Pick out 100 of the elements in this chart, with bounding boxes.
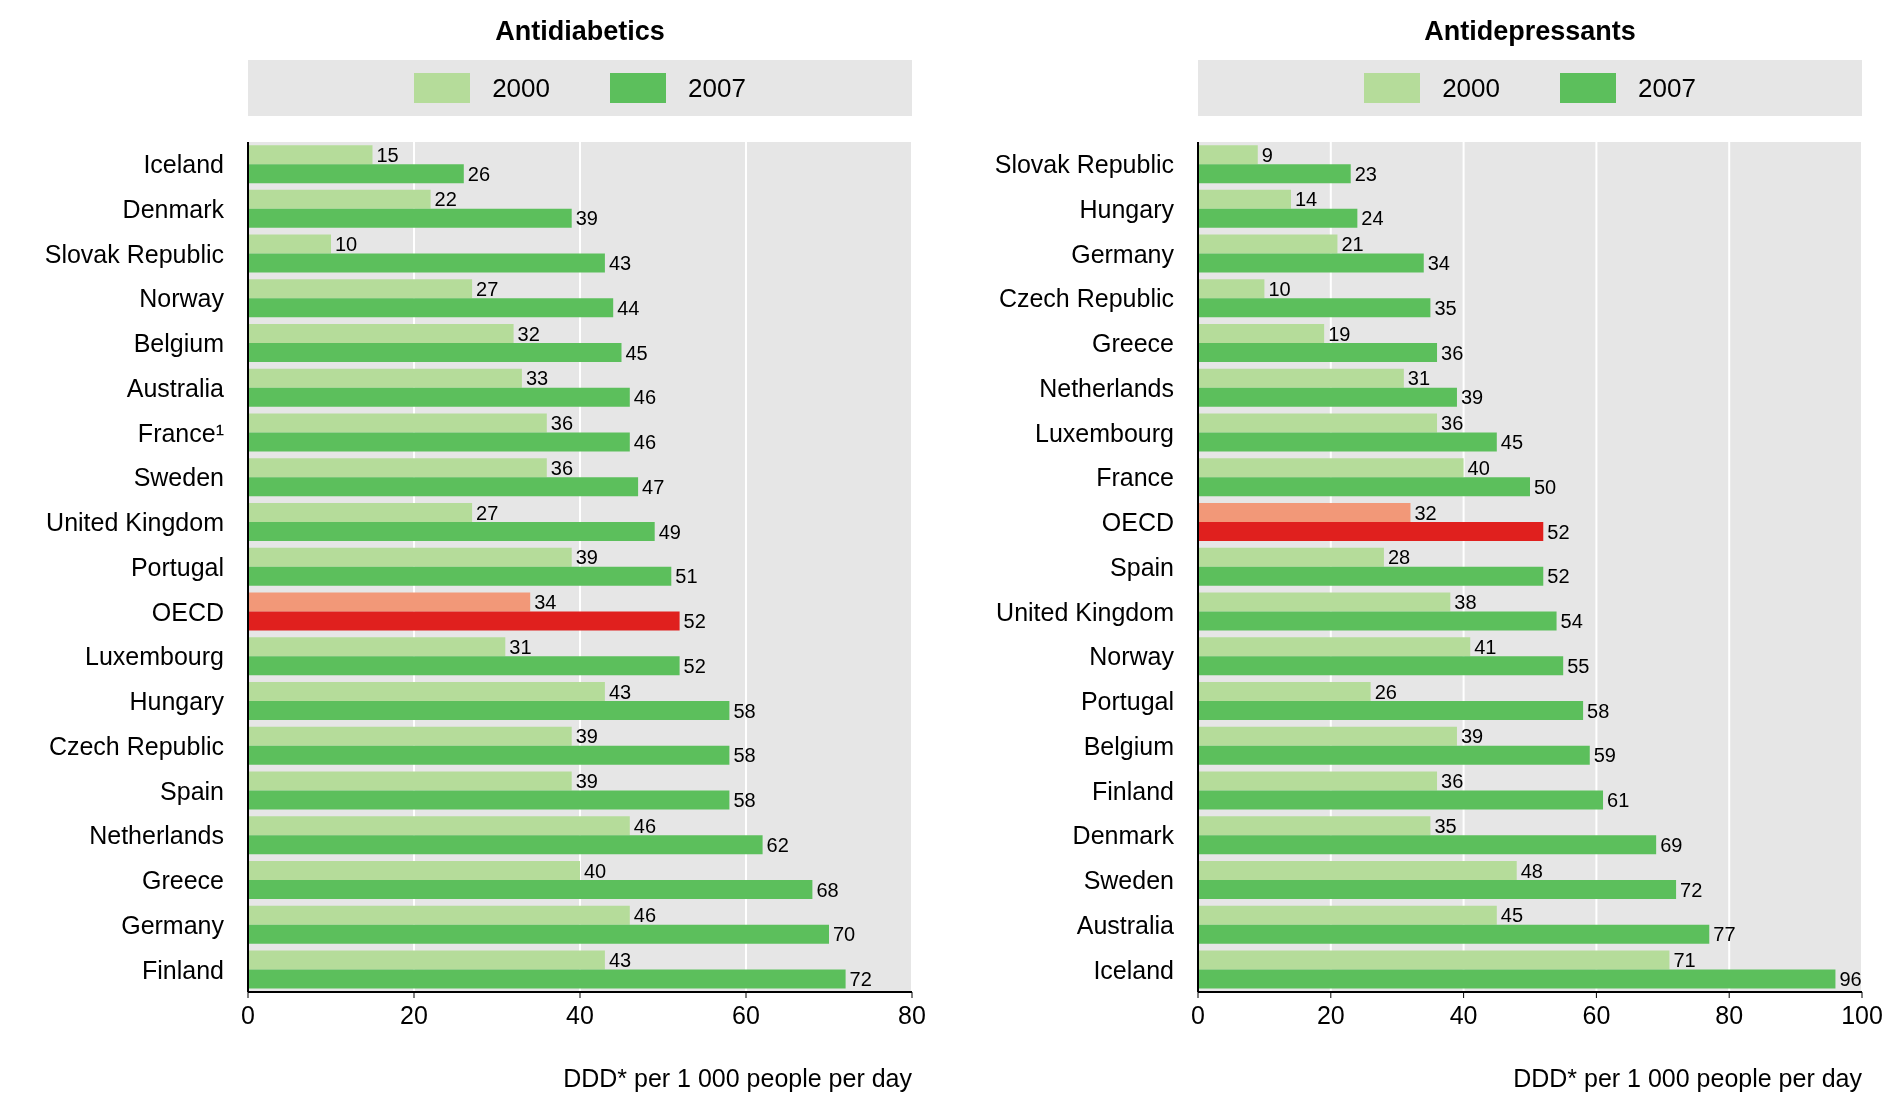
bar (248, 503, 473, 523)
data-label: 27 (476, 277, 499, 300)
data-label: 46 (633, 431, 657, 454)
y-tick-label: United Kingdom (996, 597, 1174, 626)
y-tick-label: Finland (1092, 776, 1174, 805)
legend-label: 2000 (492, 72, 550, 104)
bar (1198, 745, 1590, 765)
data-label: 41 (1474, 635, 1497, 658)
bar (248, 816, 630, 836)
y-tick-label: Hungary (1079, 194, 1175, 223)
bar (248, 879, 813, 899)
bar (1198, 969, 1836, 989)
x-tick-label: 20 (1316, 1000, 1345, 1029)
data-label: 39 (1460, 725, 1484, 748)
data-label: 43 (608, 680, 632, 703)
bar (1198, 324, 1325, 344)
bar (1198, 279, 1265, 299)
data-label: 33 (525, 367, 549, 390)
data-label: 71 (1673, 948, 1696, 971)
data-label: 35 (1434, 296, 1457, 319)
data-label: 31 (1407, 367, 1431, 390)
data-label: 72 (1680, 878, 1703, 901)
y-tick-label: Portugal (1080, 687, 1174, 716)
data-label: 49 (658, 520, 681, 543)
bar (248, 771, 572, 791)
data-label: 43 (608, 252, 632, 275)
y-tick-label: Slovak Republic (994, 150, 1174, 179)
y-tick-label: Belgium (133, 329, 224, 358)
y-tick-label: Luxembourg (1035, 418, 1174, 447)
data-label: 61 (1607, 789, 1630, 812)
bar (1198, 432, 1497, 452)
bar (1198, 234, 1338, 254)
data-label: 39 (1460, 386, 1484, 409)
data-label: 46 (633, 386, 657, 409)
y-tick-label: Belgium (1083, 731, 1174, 760)
data-label: 35 (1434, 814, 1457, 837)
x-tick-label: 0 (241, 1000, 255, 1029)
bar (1198, 950, 1670, 970)
bar (248, 298, 614, 318)
data-label: 54 (1560, 610, 1583, 633)
data-label: 52 (683, 610, 706, 633)
y-tick-label: United Kingdom (46, 508, 224, 537)
bar (248, 145, 373, 165)
x-tick-label: 20 (400, 1000, 428, 1029)
y-tick-label: Finland (142, 955, 224, 984)
data-label: 43 (608, 948, 632, 971)
data-label: 39 (575, 546, 598, 569)
legend-label: 2007 (1638, 72, 1696, 104)
bar (248, 432, 630, 452)
bar (248, 924, 829, 944)
data-label: 19 (1328, 322, 1351, 345)
bar (1198, 790, 1604, 810)
data-label: 39 (575, 207, 598, 230)
bar (1198, 503, 1411, 523)
y-tick-label: Germany (121, 910, 225, 939)
bar (1198, 208, 1358, 228)
data-label: 21 (1341, 233, 1364, 256)
bar (248, 656, 680, 676)
data-label: 48 (1520, 859, 1543, 882)
data-label: 55 (1567, 654, 1590, 677)
data-label: 77 (1713, 923, 1736, 946)
bar (248, 611, 680, 631)
y-tick-label: Iceland (143, 150, 224, 179)
data-label: 44 (617, 296, 640, 319)
bar (1198, 700, 1584, 720)
data-label: 31 (509, 635, 532, 658)
data-label: 52 (1547, 520, 1570, 543)
bar (1198, 477, 1530, 497)
y-tick-label: Luxembourg (85, 642, 224, 671)
y-tick-label: Hungary (129, 687, 225, 716)
bar (1198, 816, 1431, 836)
y-tick-label: Australia (1076, 910, 1175, 939)
bar (248, 164, 464, 184)
bar (1198, 681, 1371, 701)
y-tick-label: Netherlands (89, 821, 224, 850)
y-tick-label: Sweden (133, 463, 224, 492)
bar (248, 253, 605, 273)
bar (1198, 189, 1291, 209)
data-label: 50 (1534, 475, 1557, 498)
y-tick-label: Denmark (1072, 821, 1175, 850)
data-label: 59 (1593, 744, 1617, 767)
x-tick-label: 0 (1191, 1000, 1205, 1029)
bar (248, 637, 506, 657)
data-label: 68 (816, 878, 839, 901)
legend-label: 2007 (688, 72, 746, 104)
bar (248, 835, 763, 855)
bar (1198, 522, 1544, 542)
data-label: 26 (1374, 680, 1397, 703)
bar (1198, 905, 1497, 925)
data-label: 52 (1547, 565, 1570, 588)
bar (248, 681, 605, 701)
y-tick-label: Czech Republic (998, 284, 1174, 313)
data-label: 40 (1467, 456, 1490, 479)
x-tick-label: 40 (1449, 1000, 1478, 1029)
bar (248, 790, 730, 810)
data-label: 52 (683, 654, 706, 677)
data-label: 34 (1427, 252, 1451, 275)
x-axis-title: DDD* per 1 000 people per day (1513, 1064, 1863, 1092)
data-label: 9 (1261, 143, 1273, 166)
bar (248, 234, 331, 254)
